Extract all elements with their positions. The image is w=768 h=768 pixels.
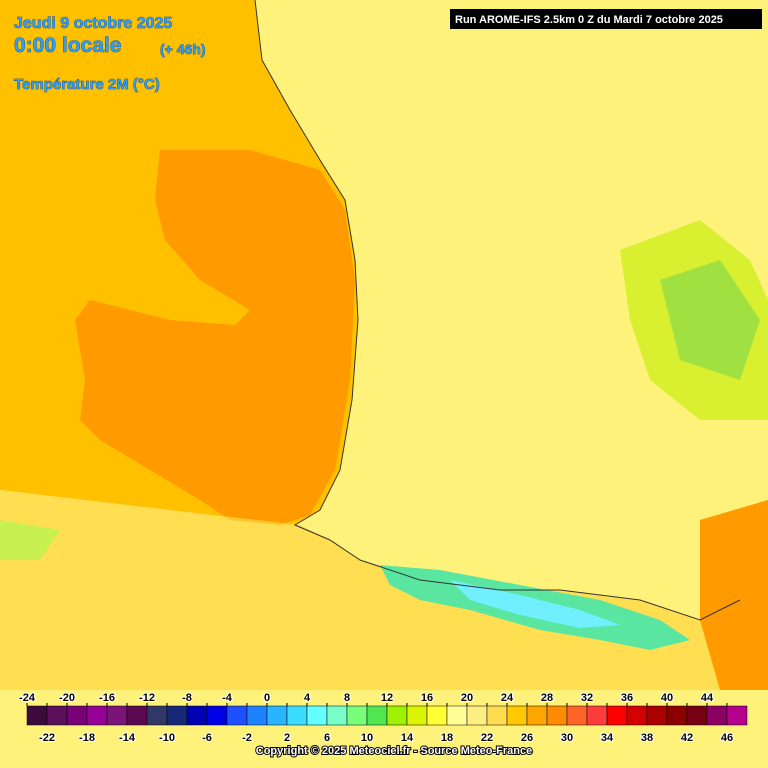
legend-swatch [466,705,488,726]
legend-label: 0 [264,692,270,704]
green-patch [0,520,60,560]
legend-swatch [186,705,208,726]
legend-label: -22 [39,732,55,744]
legend-swatch [706,705,728,726]
time-title: 0:00 locale [14,34,121,57]
legend-label: 20 [461,692,473,704]
legend-swatch [126,705,148,726]
legend-label: -2 [242,732,252,744]
coastline [254,0,741,621]
legend-label: 36 [621,692,633,704]
copyright: Copyright © 2025 Meteociel.fr - Source M… [256,745,532,757]
legend-swatch [306,705,328,726]
legend-swatch [546,705,568,726]
legend-swatch [526,705,548,726]
legend-swatch [266,705,288,726]
legend-label: 38 [641,732,653,744]
legend-label: -16 [99,692,115,704]
legend-label: 40 [661,692,673,704]
legend-swatch [486,705,508,726]
legend-swatch [206,705,228,726]
legend-label: 12 [381,692,393,704]
legend-label: 6 [324,732,330,744]
legend-swatch [146,705,168,726]
legend-swatch [426,705,448,726]
legend-label: 44 [701,692,714,704]
legend-label: 22 [481,732,493,744]
legend-swatch [46,705,68,726]
legend-label: 14 [401,732,414,744]
legend-swatch [86,705,108,726]
legend-swatch [606,705,628,726]
lead-time: (+ 46h) [160,41,206,57]
legend-swatch [386,705,408,726]
legend-label: 32 [581,692,593,704]
legend-label: 30 [561,732,573,744]
legend-label: 46 [721,732,733,744]
cool-core [660,260,760,380]
legend-swatch [246,705,268,726]
legend-swatch [626,705,648,726]
legend-label: 10 [361,732,373,744]
legend-label: 16 [421,692,433,704]
legend-swatch [66,705,88,726]
legend-label: 42 [681,732,693,744]
legend-label: -4 [222,692,233,704]
legend-label: -14 [119,732,136,744]
run-info: Run AROME-IFS 2.5km 0 Z du Mardi 7 octob… [455,14,723,26]
legend-label: 4 [304,692,311,704]
legend-label: -10 [159,732,175,744]
legend-label: -6 [202,732,212,744]
legend-swatch [586,705,608,726]
legend-label: -8 [182,692,192,704]
legend-label: 34 [601,732,614,744]
legend-swatch [26,705,48,726]
legend-label: -12 [139,692,155,704]
field-name: Température 2M (°C) [14,76,160,93]
legend-label: -18 [79,732,95,744]
warm-sea [75,150,355,525]
legend-label: 18 [441,732,453,744]
legend-swatch [286,705,308,726]
legend-swatch [326,705,348,726]
peaks [450,580,620,628]
legend-label: 26 [521,732,533,744]
date-title: Jeudi 9 octobre 2025 [14,15,172,32]
legend-swatch [566,705,588,726]
legend-swatch [686,705,708,726]
legend-swatch [366,705,388,726]
mediterranean [700,500,768,690]
foothills [0,490,768,690]
legend-swatch [506,705,528,726]
legend-swatch [226,705,248,726]
legend-swatch [346,705,368,726]
legend-swatch [646,705,668,726]
legend-swatch [106,705,128,726]
legend-swatch [166,705,188,726]
legend-swatch [446,705,468,726]
legend-swatch [406,705,428,726]
legend-swatch [726,705,748,726]
legend-label: 24 [501,692,514,704]
legend-swatch [666,705,688,726]
legend-label: 28 [541,692,553,704]
legend-label: 8 [344,692,350,704]
run-box [450,9,762,29]
legend-label: -20 [59,692,75,704]
legend-label: -24 [19,692,36,704]
legend-label: 2 [284,732,290,744]
